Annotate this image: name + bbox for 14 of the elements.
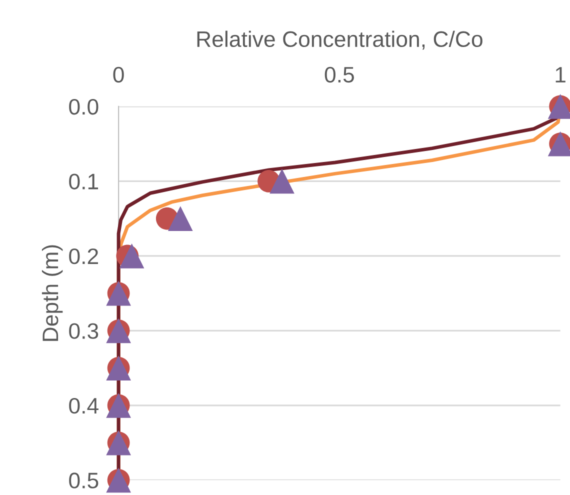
y-tick-label: 0.5 — [69, 472, 98, 488]
x-axis-title: Relative Concentration, C/Co — [197, 30, 482, 50]
x-tick-label: 0.5 — [324, 66, 354, 83]
y-tick-label: 0.1 — [69, 174, 98, 190]
x-tick-label: 1 — [556, 67, 566, 82]
point — [119, 243, 144, 268]
y-tick-label: 0.4 — [69, 398, 98, 414]
point — [168, 206, 193, 231]
y-tick-label: 0.2 — [69, 248, 98, 264]
y-tick-label: 0.3 — [69, 323, 98, 339]
x-tick-label: 0 — [113, 66, 124, 83]
y-axis-title: Depth (m) — [42, 245, 63, 341]
y-tick-label: 0.0 — [69, 98, 98, 115]
point — [270, 168, 294, 194]
